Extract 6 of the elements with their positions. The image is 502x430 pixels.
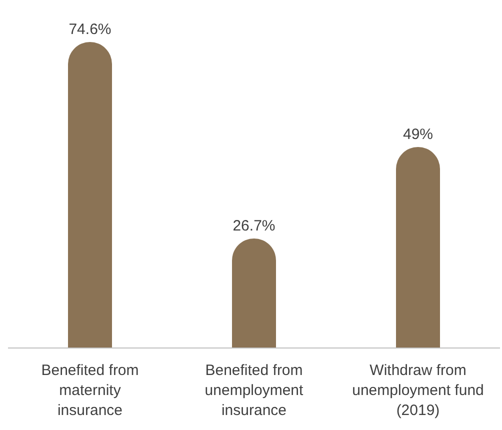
x-tick-label: Withdraw from unemployment fund (2019) [352,362,484,419]
data-label: 26.7% [232,217,276,234]
x-tick-label: Benefited from unemployment insurance [204,362,304,419]
data-label: 74.6% [68,21,112,38]
x-tick-label: Benefited from maternity insurance [41,362,139,419]
data-label: 49% [402,126,434,144]
